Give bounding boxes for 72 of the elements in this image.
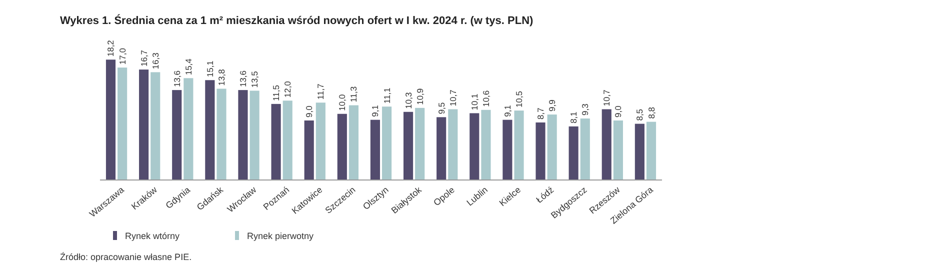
bar: [205, 80, 215, 180]
bar: [150, 72, 160, 180]
bar: [304, 120, 314, 180]
data-label: 15,4: [183, 58, 194, 76]
data-label: 13,6: [172, 70, 182, 88]
text: Źródło: opracowanie własne PIE.: [60, 252, 192, 262]
bar: [547, 114, 557, 180]
data-label: 13,6: [238, 70, 248, 88]
bar: [634, 124, 644, 180]
bar: [337, 114, 347, 180]
bar: [568, 126, 578, 180]
data-label: 10,6: [480, 90, 491, 107]
bar: [139, 70, 149, 180]
bar: [481, 110, 491, 180]
data-label: 13,8: [216, 68, 226, 86]
bar: [216, 88, 226, 180]
bar: [514, 110, 524, 180]
data-label: 10,7: [448, 89, 458, 106]
data-label: 13,5: [250, 70, 260, 88]
bar: [646, 122, 656, 180]
data-label: 8,5: [634, 108, 645, 121]
bar: [448, 109, 458, 180]
bar: [250, 90, 260, 180]
data-label: 15,1: [204, 60, 215, 78]
data-label: 12,0: [282, 80, 293, 98]
bar: [403, 112, 414, 180]
bar: [415, 108, 425, 180]
data-label: 9,1: [502, 104, 512, 117]
data-label: 16,7: [138, 50, 149, 67]
data-label: 11,3: [348, 86, 359, 102]
bar: [370, 120, 380, 180]
data-label: 9,0: [304, 105, 314, 118]
data-label: 9,3: [580, 103, 590, 116]
chart-title: Wykres 1. Średnia cena za 1 m² mieszkania wśród nowych ofert w I kw. 2024 r. (w tys. PLN): [60, 14, 534, 27]
data-label: 10,7: [602, 89, 612, 106]
data-label: 16,3: [150, 52, 160, 70]
data-label: 10,0: [337, 94, 348, 111]
data-label: 9,1: [370, 104, 380, 117]
legend-label: Rynek wtórny: [125, 231, 180, 241]
bar: [348, 105, 359, 180]
data-label: 8,7: [536, 107, 546, 120]
bar: [106, 60, 116, 180]
data-label: 10,3: [403, 92, 414, 109]
data-label: 11,7: [316, 83, 326, 100]
bar: [238, 90, 248, 180]
bar: [184, 78, 194, 180]
data-label: 17,0: [117, 48, 128, 65]
data-label: 11,5: [271, 84, 282, 101]
bar: [602, 109, 612, 180]
bar: [436, 117, 446, 180]
data-label: 10,9: [414, 88, 425, 105]
data-label: 18,2: [106, 40, 116, 57]
bar: [580, 118, 590, 180]
data-label: 10,1: [469, 93, 480, 110]
data-label: 8,1: [568, 111, 579, 124]
bar: [613, 120, 623, 180]
bar: [118, 68, 128, 180]
bar: [282, 100, 292, 180]
data-label: 11,1: [382, 87, 392, 104]
data-label: 8,8: [646, 106, 656, 119]
bar: [502, 120, 512, 180]
bar: [536, 122, 546, 180]
data-label: 9,9: [547, 99, 558, 112]
legend-label: Rynek pierwotny: [247, 231, 314, 241]
bar: [172, 90, 182, 180]
data-label: 9,0: [613, 105, 624, 118]
bar: [271, 104, 281, 180]
data-label: 10,5: [514, 90, 524, 108]
data-label: 9,5: [436, 102, 446, 114]
bar: [470, 113, 480, 180]
bar: [316, 102, 326, 180]
bar: [382, 106, 392, 180]
